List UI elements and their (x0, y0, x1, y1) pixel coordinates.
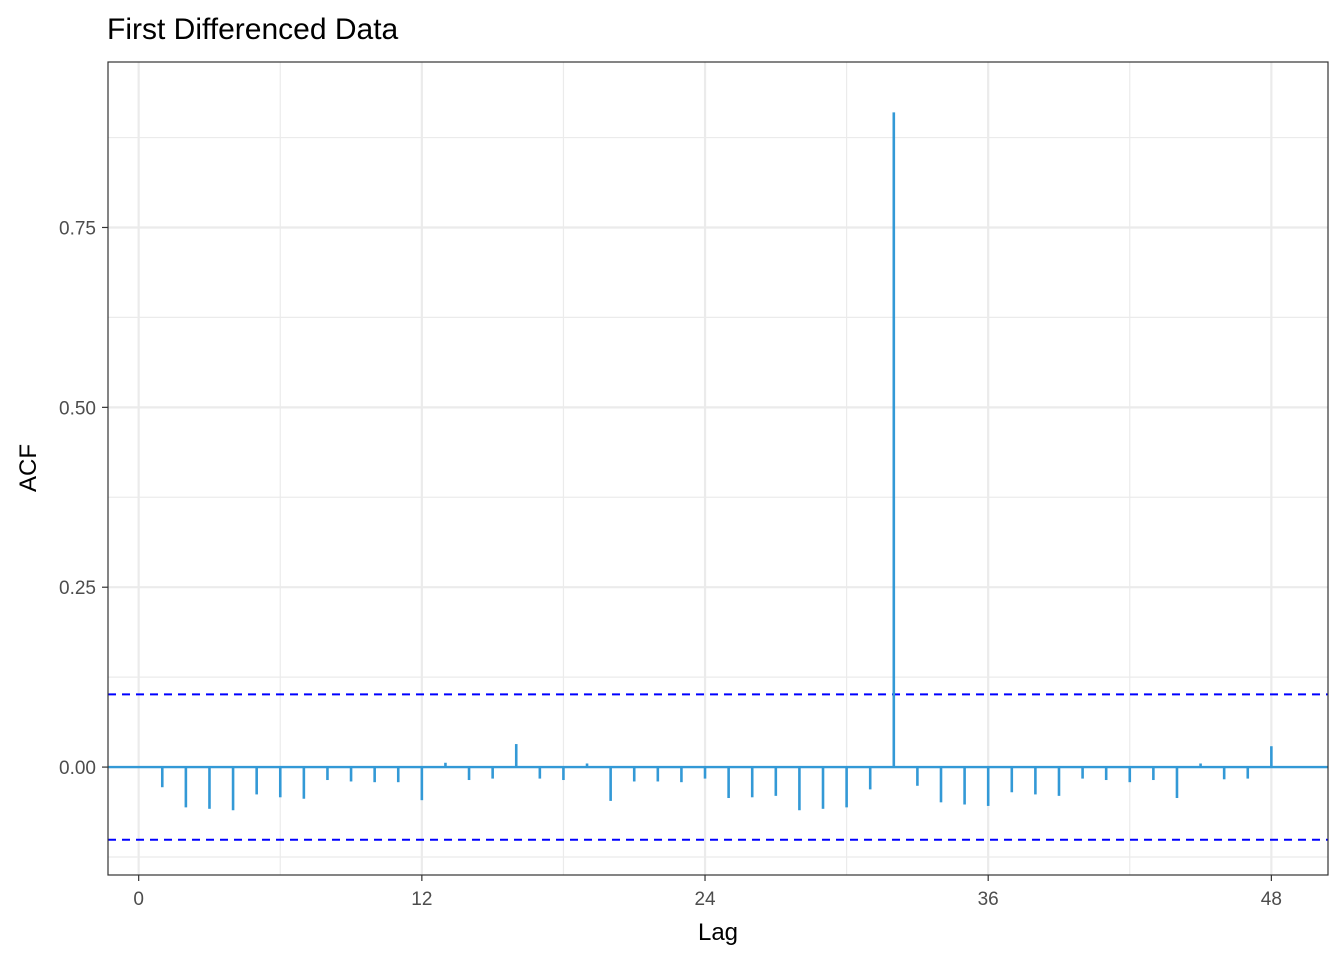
y-axis: 0.00 0.25 0.50 0.75 (59, 218, 108, 779)
y-tick-label: 0.25 (59, 578, 96, 599)
x-tick-label: 36 (978, 889, 999, 910)
x-tick-label: 0 (133, 889, 144, 910)
panel-border (107, 61, 1329, 876)
grid-lines (108, 62, 1328, 875)
y-axis-title: ACF (15, 444, 42, 492)
chart-title: First Differenced Data (107, 13, 399, 46)
acf-bars (160, 112, 1273, 811)
x-axis: 0 12 24 36 48 (133, 875, 1282, 910)
x-tick-label: 24 (694, 889, 716, 910)
y-tick-label: 0.00 (59, 758, 96, 779)
y-tick-label: 0.75 (59, 218, 96, 239)
x-tick-label: 12 (411, 889, 432, 910)
x-axis-title: Lag (698, 919, 738, 946)
x-tick-label: 48 (1261, 889, 1282, 910)
confidence-bounds (108, 693, 1328, 841)
y-tick-label: 0.50 (59, 398, 96, 419)
